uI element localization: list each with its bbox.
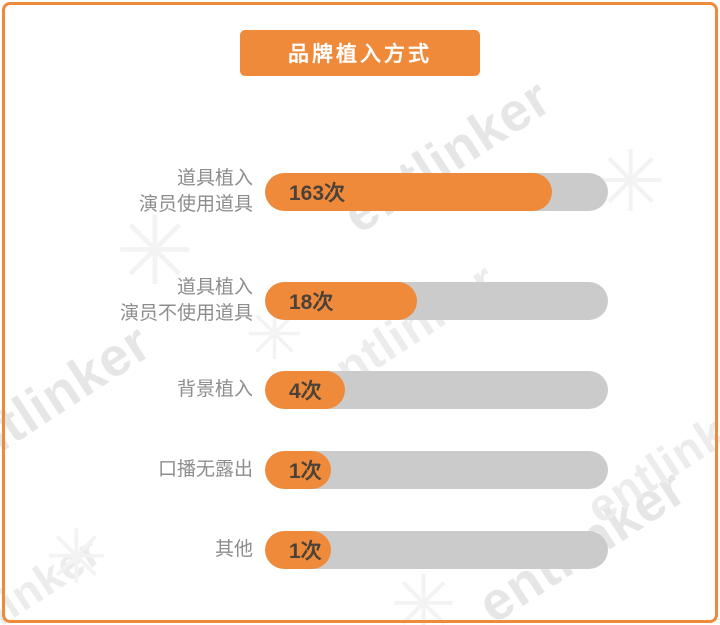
bar-label-line2: 演员不使用道具 bbox=[119, 302, 253, 324]
bar-fill: 18次 bbox=[265, 281, 417, 320]
bar-chart: 道具植入 演员使用道具 163次 道具植入 演员不使用道具 18次 背景植入 4… bbox=[30, 166, 608, 569]
bar-fill: 1次 bbox=[265, 530, 331, 569]
bar-track: 1次 bbox=[265, 530, 608, 569]
bar-label-line1: 道具植入 bbox=[176, 277, 253, 299]
bar-label-line2: 演员使用道具 bbox=[138, 193, 253, 215]
bar-value: 163次 bbox=[289, 181, 346, 205]
bar-track: 4次 bbox=[265, 370, 608, 409]
bar-label: 口播无露出 bbox=[30, 457, 265, 483]
watermark-gear-icon: ✳ bbox=[45, 515, 108, 599]
bar-fill: 1次 bbox=[265, 450, 331, 489]
bar-label: 道具植入 演员不使用道具 bbox=[30, 275, 265, 326]
bar-label: 其他 bbox=[30, 537, 265, 563]
bar-value: 4次 bbox=[289, 379, 322, 403]
chart-title-banner: 品牌植入方式 bbox=[240, 30, 480, 76]
watermark-gear-icon: ✳ bbox=[390, 560, 458, 625]
bar-row: 其他 1次 bbox=[30, 530, 608, 569]
watermark-gear-icon: ✳ bbox=[115, 199, 195, 305]
bar-track: 1次 bbox=[265, 450, 608, 489]
chart-title: 品牌植入方式 bbox=[288, 43, 432, 66]
bar-label: 道具植入 演员使用道具 bbox=[30, 166, 265, 217]
bar-value: 1次 bbox=[289, 539, 322, 563]
bar-track: 18次 bbox=[265, 281, 608, 320]
watermark-gear-icon: ✳ bbox=[595, 135, 667, 230]
bar-value: 18次 bbox=[289, 290, 334, 314]
bar-row: 道具植入 演员不使用道具 18次 bbox=[30, 275, 608, 326]
bar-label-line1: 其他 bbox=[214, 538, 253, 560]
bar-label-line1: 口播无露出 bbox=[157, 458, 253, 480]
bar-row: 背景植入 4次 bbox=[30, 370, 608, 409]
bar-fill: 163次 bbox=[265, 172, 553, 211]
bar-row: 口播无露出 1次 bbox=[30, 450, 608, 489]
bar-label-line1: 道具植入 bbox=[176, 168, 253, 189]
bar-fill: 4次 bbox=[265, 370, 345, 409]
bar-value: 1次 bbox=[289, 459, 322, 483]
bar-label-line1: 背景植入 bbox=[176, 378, 253, 400]
bar-row: 道具植入 演员使用道具 163次 bbox=[30, 166, 608, 217]
bar-label: 背景植入 bbox=[30, 377, 265, 403]
bar-track: 163次 bbox=[265, 172, 608, 211]
